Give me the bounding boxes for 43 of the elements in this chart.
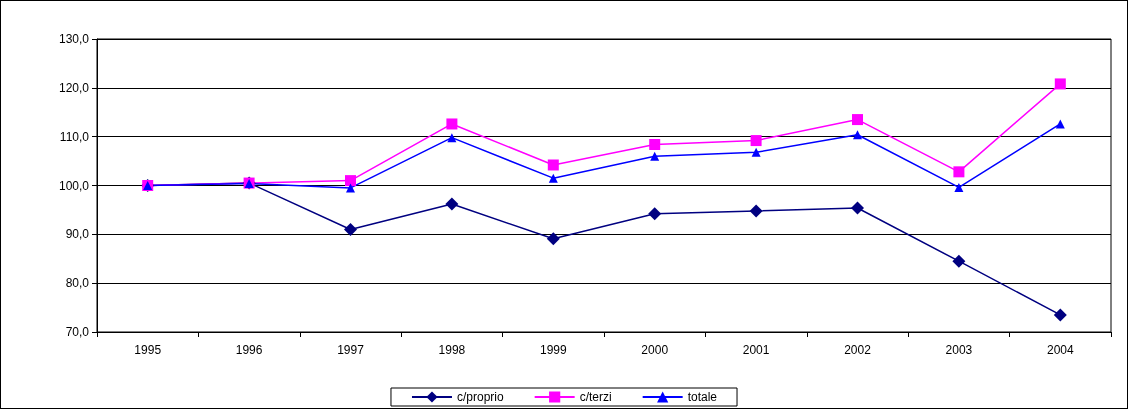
point — [1054, 78, 1066, 90]
y-tick-label: 130,0 — [58, 32, 90, 46]
point — [547, 159, 559, 171]
point — [346, 183, 355, 193]
x-tick-label: 2001 — [742, 343, 770, 357]
point — [445, 197, 459, 211]
x-tick-label: 1997 — [337, 343, 365, 357]
point — [344, 222, 357, 236]
legend-label: c/terzi — [579, 390, 612, 404]
x-tick-label: 2003 — [945, 343, 973, 357]
x-tick-label: 1996 — [235, 343, 263, 357]
point — [548, 173, 558, 183]
point — [952, 254, 966, 268]
x-tick-label: 1999 — [539, 343, 567, 357]
y-tick-label: 110,0 — [59, 129, 90, 144]
y-tick-label: 100,0 — [58, 178, 90, 193]
point — [749, 204, 763, 218]
point — [650, 151, 660, 161]
x-tick-label: 1998 — [438, 343, 466, 357]
point — [345, 175, 356, 187]
y-tick-label: 80,0 — [65, 276, 90, 291]
point — [851, 201, 864, 215]
point — [1053, 308, 1067, 322]
x-tick-label: 2002 — [844, 343, 872, 357]
x-tick-label: 2004 — [1046, 343, 1074, 357]
point — [953, 166, 965, 178]
point — [446, 118, 458, 130]
point — [954, 182, 964, 192]
y-tick-label: 120,0 — [58, 80, 90, 95]
x-tick-label: 2000 — [641, 343, 669, 357]
point — [751, 147, 761, 157]
y-tick-label: 90,0 — [65, 227, 90, 242]
legend-label: totale — [687, 390, 718, 404]
legend-label: c/proprio — [456, 390, 504, 404]
point — [852, 114, 863, 126]
y-tick-label: 70,0 — [65, 325, 90, 339]
point — [546, 232, 560, 246]
point — [750, 135, 762, 147]
x-tick-label: 1995 — [134, 343, 162, 357]
point — [649, 138, 661, 150]
point — [648, 207, 662, 221]
point — [447, 133, 457, 143]
point — [853, 130, 862, 140]
